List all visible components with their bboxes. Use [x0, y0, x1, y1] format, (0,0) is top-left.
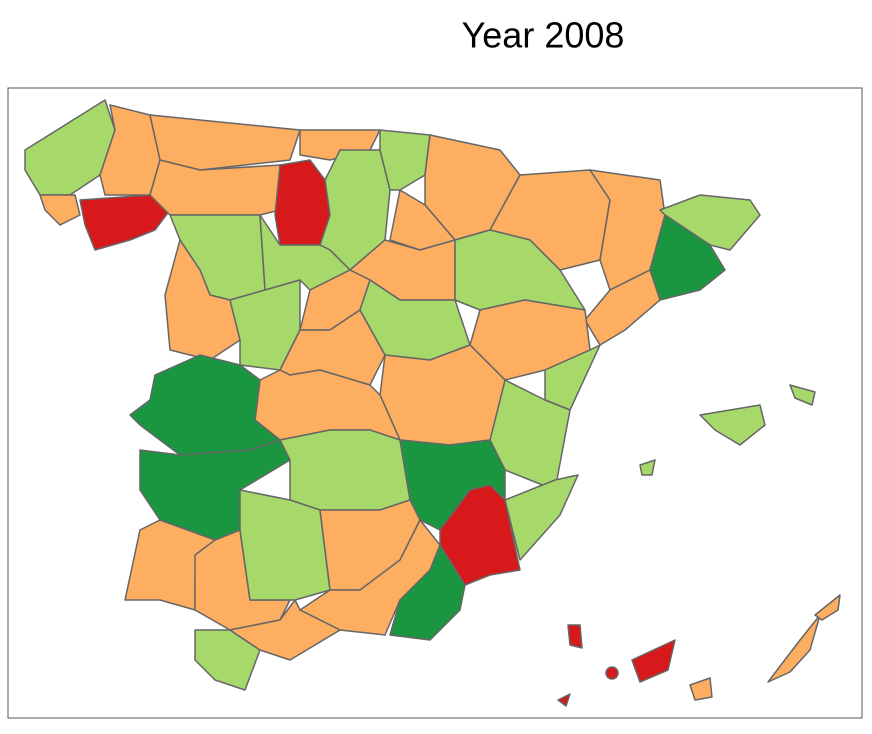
island — [699, 404, 766, 446]
province — [149, 159, 281, 216]
province — [279, 429, 411, 511]
island — [605, 666, 619, 680]
province — [149, 114, 301, 171]
province — [504, 474, 579, 561]
province — [39, 194, 81, 226]
island — [789, 384, 816, 406]
province — [24, 99, 116, 196]
provinces — [24, 99, 841, 707]
island — [689, 677, 713, 701]
island — [767, 614, 821, 683]
island — [639, 459, 656, 476]
island — [631, 639, 676, 683]
island — [557, 693, 571, 707]
province — [389, 544, 466, 641]
island — [814, 594, 841, 621]
province — [439, 484, 521, 586]
province — [229, 599, 341, 661]
map-title: Year 2008 — [462, 15, 625, 56]
island — [567, 624, 583, 649]
